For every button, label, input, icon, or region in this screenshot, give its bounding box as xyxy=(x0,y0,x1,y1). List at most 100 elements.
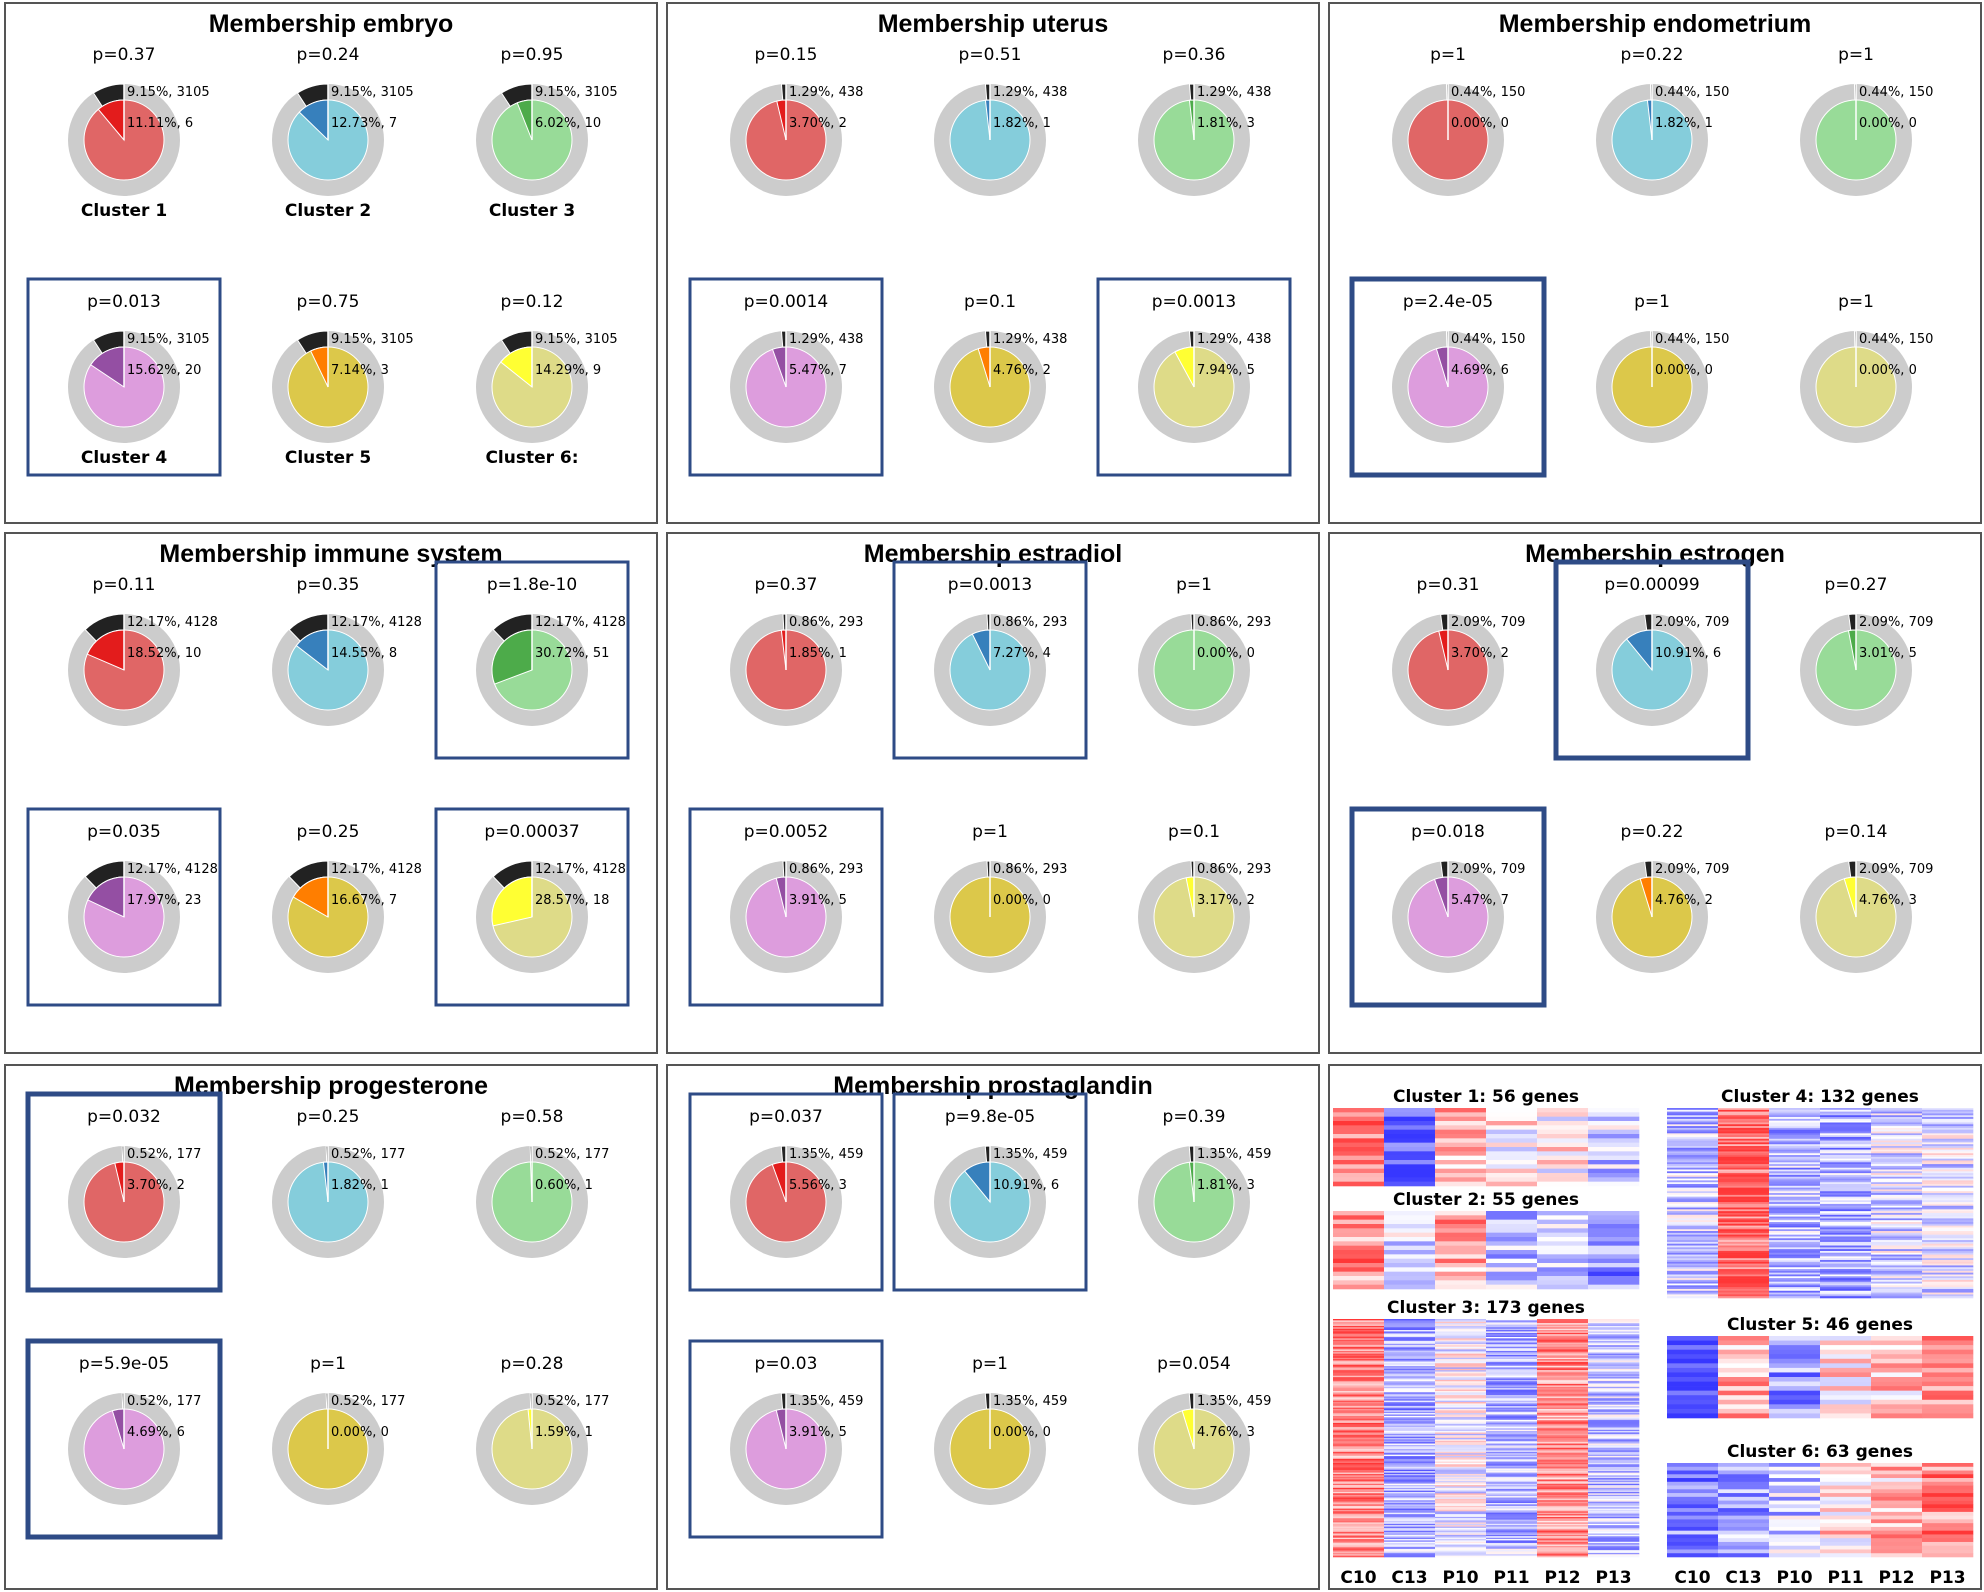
heatmap-cell xyxy=(1486,1349,1538,1352)
heatmap-cell xyxy=(1333,1414,1385,1417)
heatmap-cell xyxy=(1435,1426,1487,1429)
heatmap-cell xyxy=(1769,1463,1821,1468)
heatmap-cell xyxy=(1667,1292,1719,1295)
heatmap-cell xyxy=(1922,1481,1974,1486)
cluster-annotation: 1.81%, 3 xyxy=(1197,116,1255,131)
heatmap-cell xyxy=(1820,1489,1872,1494)
heatmap-cell xyxy=(1435,1424,1487,1426)
heatmap-cell xyxy=(1486,1407,1538,1410)
heatmap-cell xyxy=(1820,1200,1872,1203)
heatmap-cell xyxy=(1333,1385,1385,1388)
heatmap-cell xyxy=(1588,1177,1640,1182)
heatmap-cell xyxy=(1384,1544,1436,1547)
heatmap-cell xyxy=(1588,1345,1640,1347)
heatmap-cell xyxy=(1435,1537,1487,1540)
heatmap-cell xyxy=(1435,1530,1487,1533)
heatmap-cell xyxy=(1718,1234,1770,1237)
heatmap-cell xyxy=(1718,1245,1770,1248)
heatmap-cell xyxy=(1871,1269,1923,1272)
heatmap-cell xyxy=(1820,1478,1872,1483)
heatmap-column-C10 xyxy=(1667,1463,1719,1558)
heatmap-cell xyxy=(1588,1173,1640,1178)
heatmap-cell xyxy=(1667,1349,1719,1355)
heatmap-cell xyxy=(1384,1237,1436,1242)
heatmap-cell xyxy=(1820,1272,1872,1275)
heatmap-cell xyxy=(1588,1168,1640,1174)
heatmap-cell xyxy=(1435,1328,1487,1331)
heatmap-cell xyxy=(1486,1108,1538,1113)
heatmap-cell xyxy=(1435,1397,1487,1400)
heatmap-cell xyxy=(1537,1504,1589,1507)
heatmap-cell xyxy=(1333,1471,1385,1473)
heatmap-cell xyxy=(1718,1227,1770,1230)
heatmap-cell xyxy=(1435,1382,1487,1385)
heatmap-cell xyxy=(1667,1508,1719,1513)
heatmap-cell xyxy=(1435,1258,1487,1264)
heatmap-cell xyxy=(1718,1238,1770,1241)
heatmap-cell xyxy=(1667,1184,1719,1187)
heatmap-cell xyxy=(1486,1331,1538,1334)
heatmap-cell xyxy=(1922,1133,1974,1136)
heatmap-cell xyxy=(1333,1155,1385,1161)
heatmap-cell xyxy=(1537,1276,1589,1281)
heatmap-cell xyxy=(1922,1198,1974,1201)
cluster-annotation: 0.00%, 0 xyxy=(993,893,1051,908)
heatmap-cell xyxy=(1435,1491,1487,1494)
heatmap-cell xyxy=(1486,1483,1538,1486)
heatmap-cell xyxy=(1718,1523,1770,1528)
heatmap-cell xyxy=(1769,1281,1821,1284)
heatmap-cell xyxy=(1588,1319,1640,1321)
heatmap-column-P12 xyxy=(1537,1211,1589,1290)
heatmap-cell xyxy=(1486,1522,1538,1525)
cluster-label: Cluster 5 xyxy=(285,448,371,468)
heatmap-cell xyxy=(1333,1440,1385,1443)
heatmap-cell xyxy=(1435,1493,1487,1496)
heatmap-cell xyxy=(1922,1136,1974,1140)
heatmap-cell xyxy=(1718,1287,1770,1290)
heatmap-cell xyxy=(1537,1402,1589,1404)
heatmap-cell xyxy=(1769,1153,1821,1156)
heatmap-cell xyxy=(1435,1341,1487,1343)
heatmap-cell xyxy=(1718,1281,1770,1284)
heatmap-cell xyxy=(1667,1155,1719,1158)
heatmap-cell xyxy=(1820,1129,1872,1132)
heatmap-cell xyxy=(1820,1336,1872,1341)
heatmap-cell xyxy=(1871,1216,1923,1219)
cluster-annotation: 3.70%, 2 xyxy=(789,116,847,131)
heatmap-cell xyxy=(1667,1220,1719,1223)
heatmap-cell xyxy=(1588,1489,1640,1491)
heatmap-cell xyxy=(1537,1515,1589,1518)
heatmap-cell xyxy=(1718,1247,1770,1250)
heatmap-cell xyxy=(1871,1191,1923,1194)
significance-box xyxy=(26,277,222,477)
heatmap-cell xyxy=(1871,1117,1923,1120)
heatmap-cell xyxy=(1486,1181,1538,1187)
heatmap-cell xyxy=(1820,1274,1872,1277)
heatmap-cell xyxy=(1537,1368,1589,1371)
heatmap-cell xyxy=(1667,1180,1719,1183)
heatmap-cell xyxy=(1333,1323,1385,1325)
heatmap-column-P10 xyxy=(1769,1108,1821,1299)
heatmap-cell xyxy=(1537,1539,1589,1541)
heatmap-cell xyxy=(1588,1379,1640,1382)
heatmap-cell xyxy=(1435,1359,1487,1361)
heatmap-cell xyxy=(1333,1381,1385,1383)
heatmap-cell xyxy=(1769,1493,1821,1498)
heatmap-cell xyxy=(1667,1160,1719,1163)
heatmap-cell xyxy=(1435,1276,1487,1281)
heatmap-cell xyxy=(1871,1133,1923,1136)
heatmap-cell xyxy=(1384,1447,1436,1450)
heatmap-cell xyxy=(1384,1512,1436,1515)
heatmap-cell xyxy=(1718,1515,1770,1520)
heatmap-cell xyxy=(1435,1462,1487,1465)
heatmap-cell xyxy=(1667,1200,1719,1203)
heatmap-cell xyxy=(1667,1250,1719,1254)
heatmap-cell xyxy=(1384,1483,1436,1486)
heatmap-cell xyxy=(1871,1178,1923,1181)
heatmap-column-P10 xyxy=(1435,1108,1487,1187)
heatmap-cell xyxy=(1435,1356,1487,1359)
heatmap-cell xyxy=(1718,1218,1770,1221)
